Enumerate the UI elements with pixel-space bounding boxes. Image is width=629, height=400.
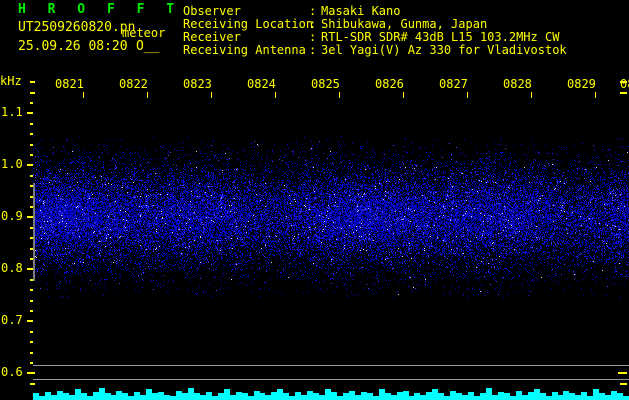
metadata-key: Receiver [183,30,241,44]
y-axis-minor-tick [30,122,35,125]
y-axis-minor-tick [30,195,35,198]
x-axis-tick-label: 0829 [567,77,596,91]
x-axis-tick-label: 0826 [375,77,404,91]
y-axis-minor-tick [30,102,35,104]
y-axis-minor-tick [30,341,35,344]
header: H R O F F T UT2509260820.pn meteor 25.09… [0,0,629,70]
metadata-value: 3el Yagi(V) Az 330 for Vladivostok [321,43,567,57]
y-axis-tick-label: 0.6 [1,365,23,380]
y-axis-minor-tick [30,154,35,156]
spectrogram-plot [33,98,629,366]
y-axis-major-tick [27,372,35,375]
y-axis-major-tick [27,216,35,219]
metadata-block: Observer: Masaki Kano Receiving Location:… [183,5,629,57]
app-title: H R O F F T [18,2,182,17]
y-axis-minor-tick [30,299,35,302]
x-axis-tick [147,92,148,98]
x-axis-tick-label: 0821 [55,77,84,91]
metadata-colon: : [309,30,317,44]
metadata-value: Shibukawa, Gunma, Japan [321,17,488,31]
x-axis-tick [467,92,468,98]
metadata-row-receiving-antenna: Receiving Antenna:3el Yagi(V) Az 330 for… [183,44,629,57]
y-axis-minor-tick [30,247,35,250]
y-axis-major-tick [27,112,35,115]
y-axis-minor-tick [30,185,35,188]
y-axis-minor-tick [620,382,627,385]
x-axis-tick [275,92,276,98]
y-axis-minor-tick [30,143,35,146]
waveform-canvas [33,385,629,400]
y-axis-minor-tick [30,289,35,292]
x-axis-tick [403,92,404,98]
y-axis-minor-tick [620,91,627,94]
x-axis-tick-label: 0828 [503,77,532,91]
y-axis-tick-label: 1.0 [1,157,23,172]
reference-line-lower [33,379,629,380]
y-axis-minor-tick [30,382,35,385]
y-axis-major-tick [618,372,627,375]
frequency-marker-line [33,183,35,281]
y-axis-tick-label: 1.1 [1,105,23,120]
y-axis-minor-tick [30,206,35,208]
x-axis-tick [211,92,212,98]
spectrogram-canvas [33,98,629,366]
metadata-key: Receiving Antenna [183,43,306,57]
y-axis-minor-tick [30,174,35,177]
y-axis-tick-label: 0.8 [1,261,23,276]
y-axis-tick-label: 0.7 [1,313,23,328]
file-name: UT2509260820.pn [18,20,136,35]
metadata-key: Observer [183,4,241,18]
y-axis-minor-tick [30,133,35,136]
y-axis-minor-tick [30,351,35,354]
x-axis-tick-label: 0822 [119,77,148,91]
y-axis-major-tick [27,320,35,323]
y-axis-minor-tick [30,237,35,240]
file-flag: O__ [136,39,160,54]
y-axis-minor-tick [620,81,627,84]
x-axis-tick [531,92,532,98]
file-tag: meteor [122,26,166,40]
y-axis-minor-tick [30,81,35,84]
metadata-colon: : [309,43,317,57]
metadata-row-receiver: Receiver: RTL-SDR SDR# 43dB L15 103.2MHz … [183,31,629,44]
y-axis-minor-tick [30,258,35,260]
metadata-row-observer: Observer: Masaki Kano [183,5,629,18]
x-axis-tick-label: 0830 [620,77,629,91]
x-axis-tick [339,92,340,98]
metadata-value: Masaki Kano [321,4,401,18]
x-axis-tick-label: 0827 [439,77,468,91]
metadata-colon: : [309,4,317,18]
x-axis-tick [595,92,596,98]
y-axis-minor-tick [30,310,35,312]
file-datetime: 25.09.26 08:20 [18,39,128,54]
metadata-value: RTL-SDR SDR# 43dB L15 103.2MHz CW [321,30,560,44]
metadata-colon: : [309,17,317,31]
y-axis-tick-label: 0.9 [1,209,23,224]
x-axis-tick-label: 0825 [311,77,340,91]
metadata-row-receiving-location: Receiving Location: Shibukawa, Gunma, Jap… [183,18,629,31]
x-axis-time: 0821 0822 0823 0824 0825 0826 0827 0828 0829 0830 [0,72,629,98]
x-axis-tick-label: 0824 [247,77,276,91]
y-axis-minor-tick [30,330,35,333]
y-axis-major-tick [27,268,35,271]
x-axis-tick-label: 0823 [183,77,212,91]
y-axis-minor-tick [30,226,35,229]
x-axis-tick [83,92,84,98]
metadata-key: Receiving Location [183,17,314,31]
y-axis-minor-tick [30,278,35,281]
reference-line-upper [33,365,629,366]
y-axis-major-tick [27,164,35,167]
y-axis-minor-tick [30,362,35,364]
amplitude-waveform-strip [33,385,629,400]
y-axis-unit-label: kHz [0,74,22,88]
y-axis-minor-tick [30,91,35,94]
